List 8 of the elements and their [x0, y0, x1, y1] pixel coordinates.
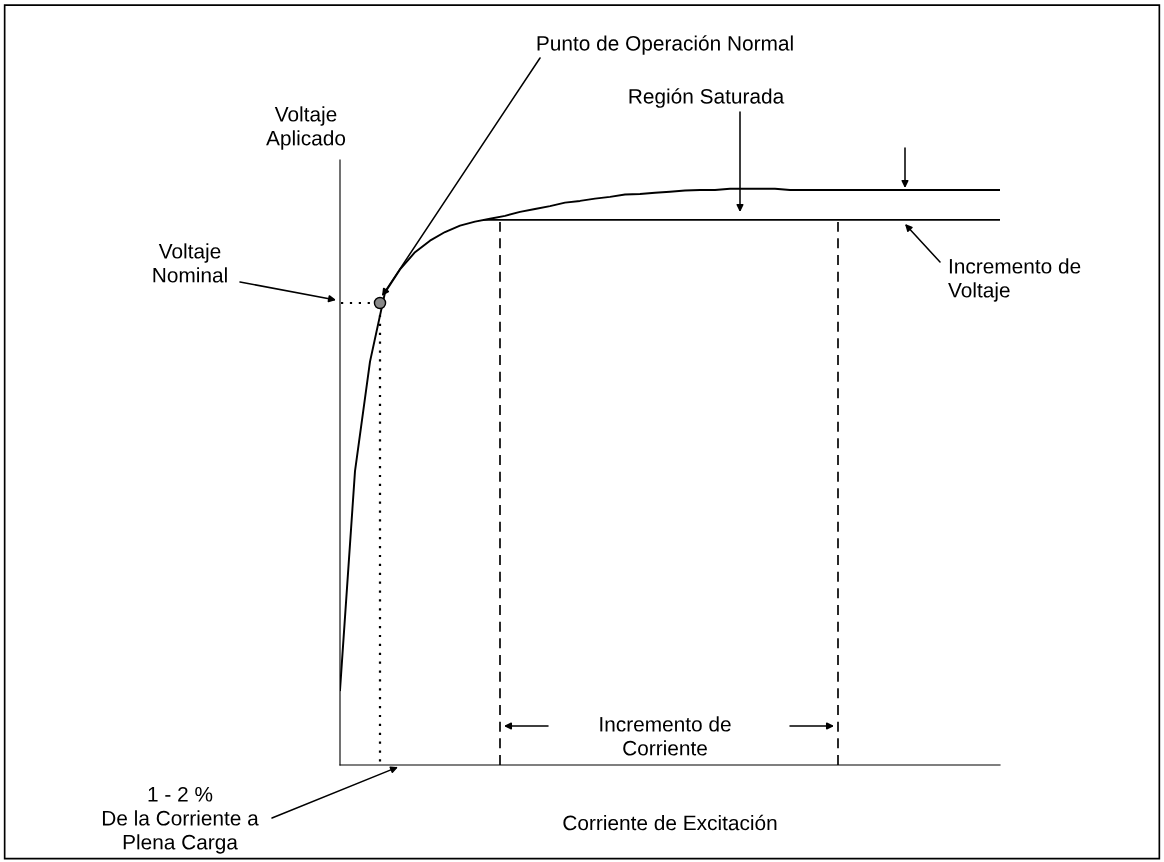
- annotation: Incremento de Voltaje: [948, 258, 1081, 302]
- text: Región Saturada: [629, 88, 785, 108]
- text: Voltaje Nominal: [153, 243, 227, 283]
- text: 1 - 2 % De la Corriente a Plena Carga: [102, 786, 259, 854]
- x-axis-title: Corriente de Excitación: [563, 814, 777, 831]
- text: Voltaje Aplicado: [266, 106, 346, 150]
- text: Punto de Operación Normal: [537, 35, 793, 55]
- annotation: Incremento de Corriente: [600, 716, 731, 756]
